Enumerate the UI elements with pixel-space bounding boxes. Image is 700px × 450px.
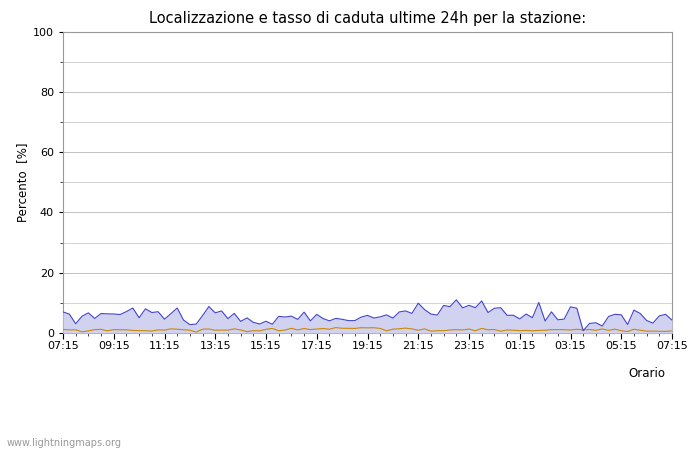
Text: www.lightningmaps.org: www.lightningmaps.org xyxy=(7,438,122,448)
Text: Orario: Orario xyxy=(628,367,665,380)
Y-axis label: Percento  [%]: Percento [%] xyxy=(16,143,29,222)
Title: Localizzazione e tasso di caduta ultime 24h per la stazione:: Localizzazione e tasso di caduta ultime … xyxy=(149,11,586,26)
